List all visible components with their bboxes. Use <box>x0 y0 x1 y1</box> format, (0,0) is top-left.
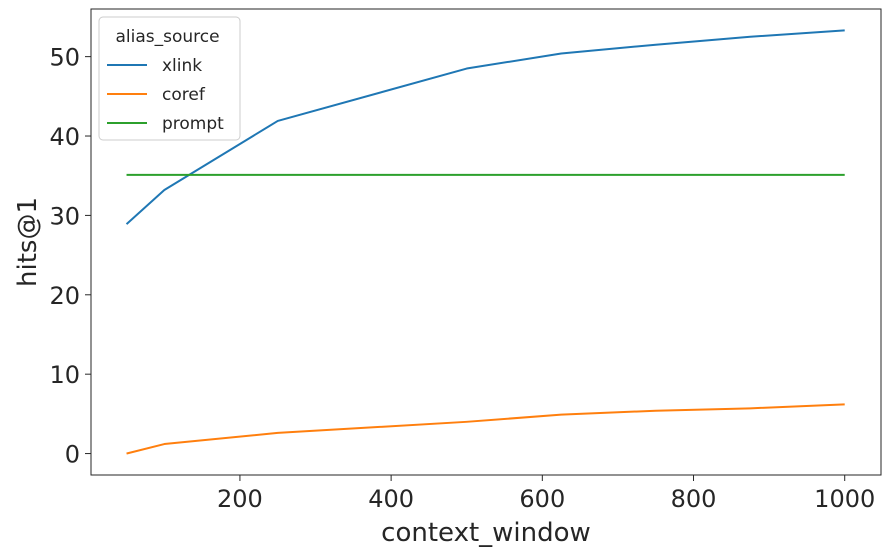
x-tick-label: 1000 <box>814 485 875 513</box>
y-tick-label: 50 <box>49 44 80 72</box>
y-axis-label: hits@1 <box>13 197 43 287</box>
legend-title: alias_source <box>115 27 219 47</box>
legend-label-prompt: prompt <box>162 114 224 134</box>
x-tick-label: 600 <box>519 485 565 513</box>
y-tick-label: 0 <box>65 441 80 469</box>
x-tick-label: 200 <box>217 485 263 513</box>
legend-box <box>98 16 241 141</box>
legend-label-xlink: xlink <box>162 56 202 76</box>
x-tick-label: 400 <box>368 485 414 513</box>
y-tick-label: 30 <box>49 202 80 230</box>
series-line-coref <box>126 403 845 455</box>
x-axis-label: context_window <box>381 518 591 548</box>
series-line-xlink <box>125 29 845 225</box>
y-tick-label: 10 <box>49 361 80 389</box>
legend: alias_source xlink coref prompt <box>98 16 241 141</box>
series-layer <box>125 29 845 455</box>
y-tick-label: 20 <box>49 282 80 310</box>
y-tick-label: 40 <box>49 123 80 151</box>
legend-label-coref: coref <box>162 85 206 105</box>
ticks-layer: 200 400 600 800 1000 0 10 20 30 40 50 <box>49 44 875 513</box>
x-tick-label: 800 <box>671 485 717 513</box>
